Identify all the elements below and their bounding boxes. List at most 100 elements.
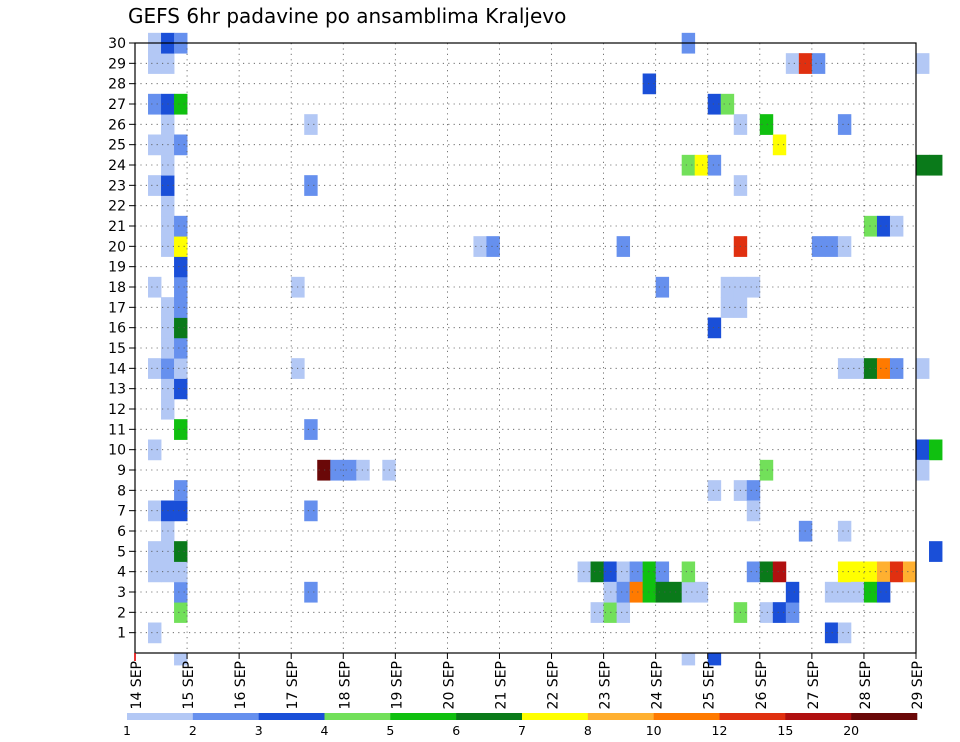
y-tick-label: 23 [108,178,126,194]
data-cell [174,378,188,400]
y-tick-label: 9 [117,463,126,479]
colorbar-segment [719,713,786,720]
colorbar-label: 6 [452,723,460,738]
colorbar-segment [587,713,654,720]
y-tick-label: 11 [108,422,126,438]
data-cell [837,236,852,257]
colorbar-label: 20 [843,723,859,738]
y-tick-label: 10 [108,443,126,459]
y-tick-label: 28 [108,77,126,93]
data-cell [929,541,943,562]
data-cell [681,653,696,666]
data-cell [681,561,696,583]
data-cell [174,419,188,440]
data-cell [473,236,487,257]
data-cell [616,561,631,583]
x-tick-label: 22 SEP [546,661,562,709]
y-tick-label: 27 [108,97,126,113]
data-cell [837,520,852,542]
data-cell [681,581,696,603]
x-tick-label: 23 SEP [598,661,614,709]
data-cell [772,602,787,623]
data-cell [876,561,891,583]
data-cell [863,561,878,583]
y-tick-label: 26 [108,117,126,133]
colorbar-segment [258,713,325,720]
y-tick-label: 19 [108,260,126,276]
y-tick-label: 1 [117,626,126,642]
data-cell [590,602,604,623]
colorbar-segment [127,713,194,720]
data-cell [148,93,162,115]
data-cell [916,53,930,74]
data-cell [694,154,709,176]
data-cell [148,500,162,522]
y-tick-label: 4 [117,565,126,581]
data-cell [304,114,318,135]
data-cell [772,134,787,156]
data-cell [720,93,735,115]
data-cell [642,73,657,95]
y-tick-label: 8 [117,483,126,499]
y-tick-label: 13 [108,382,126,398]
colorbar-label: 8 [584,723,592,738]
colorbar: 1 2 3 4 5 6 7 8 10 12 15 20 [123,713,918,738]
data-cell [148,358,162,379]
data-cell [811,53,826,74]
data-cell [304,581,318,603]
data-cell [811,236,826,257]
data-cell [174,297,188,318]
data-cell [837,581,852,603]
x-tick-label: 18 SEP [337,661,353,709]
data-cell [863,215,878,237]
data-cell [148,276,162,298]
data-cell [304,500,318,522]
x-tick-label: 16 SEP [233,661,249,709]
data-cell [863,358,878,379]
x-tick-label: 24 SEP [650,661,666,709]
colorbar-segment [785,713,852,720]
y-tick-label: 18 [108,280,126,296]
data-cell [876,215,891,237]
colorbar-segment [851,713,918,720]
data-cell [785,581,800,603]
data-cell [876,581,891,603]
plot-frame [134,42,917,654]
data-cell [720,297,735,318]
x-tick-label: 14 SEP [129,661,145,709]
data-cell [174,317,188,339]
data-cell [707,317,722,339]
data-cell [785,602,800,623]
data-cell [486,236,500,257]
y-tick-label: 24 [108,158,126,174]
data-cell [174,480,188,501]
data-cell [148,622,162,644]
y-tick-label: 6 [117,524,126,540]
colorbar-label: 15 [777,723,793,738]
data-cell [590,561,604,583]
data-cell [759,459,774,481]
data-cell [720,276,735,298]
data-cell [759,114,774,135]
data-cell [304,175,318,196]
data-cell [746,500,761,522]
data-cell [174,541,188,562]
data-cell [837,561,852,583]
x-tick-label: 27 SEP [806,661,822,709]
data-cell [174,602,188,623]
y-tick-label: 21 [108,219,126,235]
data-cell [929,154,943,176]
data-cell [824,581,839,603]
data-cell [174,134,188,156]
colorbar-label: 10 [646,723,662,738]
data-cell [616,581,631,603]
data-cell [642,581,657,603]
y-tick-label: 2 [117,605,126,621]
y-tick-label: 29 [108,56,126,72]
x-tick-label: 15 SEP [181,661,197,709]
data-cell [655,581,670,603]
data-cell [837,622,852,644]
data-cell [317,459,331,481]
data-cell [707,653,722,666]
colorbar-segment [390,713,457,720]
